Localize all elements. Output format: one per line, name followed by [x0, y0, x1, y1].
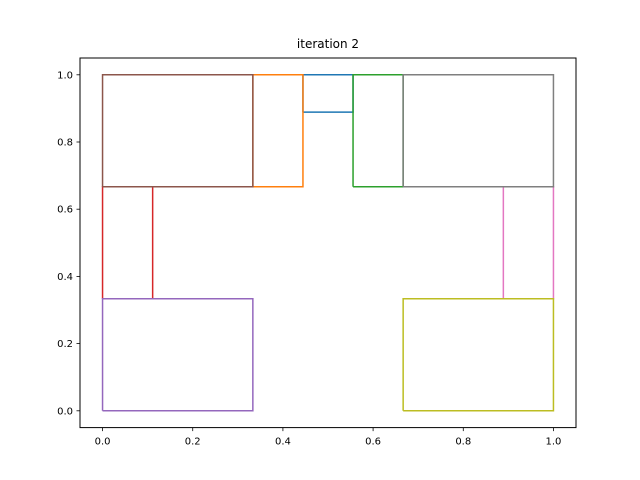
series-layer	[101, 74, 555, 412]
x-tick-label: 0.2	[185, 437, 201, 448]
series-line-2	[352, 74, 404, 188]
series-line-6	[502, 186, 555, 300]
y-tick-label: 1.0	[57, 70, 73, 81]
y-tick-label: 0.4	[57, 272, 73, 283]
y-tick-label: 0.0	[57, 406, 73, 417]
x-tick-label: 0.8	[455, 437, 471, 448]
series-line-3	[101, 186, 154, 300]
x-tick-label: 0.6	[365, 437, 381, 448]
series-line-5	[101, 74, 254, 188]
series-line-8	[402, 298, 555, 412]
x-axis: 0.0 0.2 0.4 0.6 0.8 1.0	[95, 427, 562, 448]
y-tick-label: 0.6	[57, 205, 73, 216]
x-tick-label: 0.4	[275, 437, 291, 448]
y-tick-label: 0.2	[57, 339, 73, 350]
series-line-0	[302, 74, 354, 113]
chart-title: iteration 2	[297, 37, 359, 51]
x-tick-label: 1.0	[546, 437, 562, 448]
y-axis: 0.0 0.2 0.4 0.6 0.8 1.0	[57, 70, 80, 417]
series-line-4	[101, 298, 254, 412]
series-line-7	[402, 74, 555, 188]
series-line-1	[252, 74, 304, 188]
x-tick-label: 0.0	[95, 437, 111, 448]
plot-frame	[79, 57, 577, 429]
y-tick-label: 0.8	[57, 138, 73, 149]
